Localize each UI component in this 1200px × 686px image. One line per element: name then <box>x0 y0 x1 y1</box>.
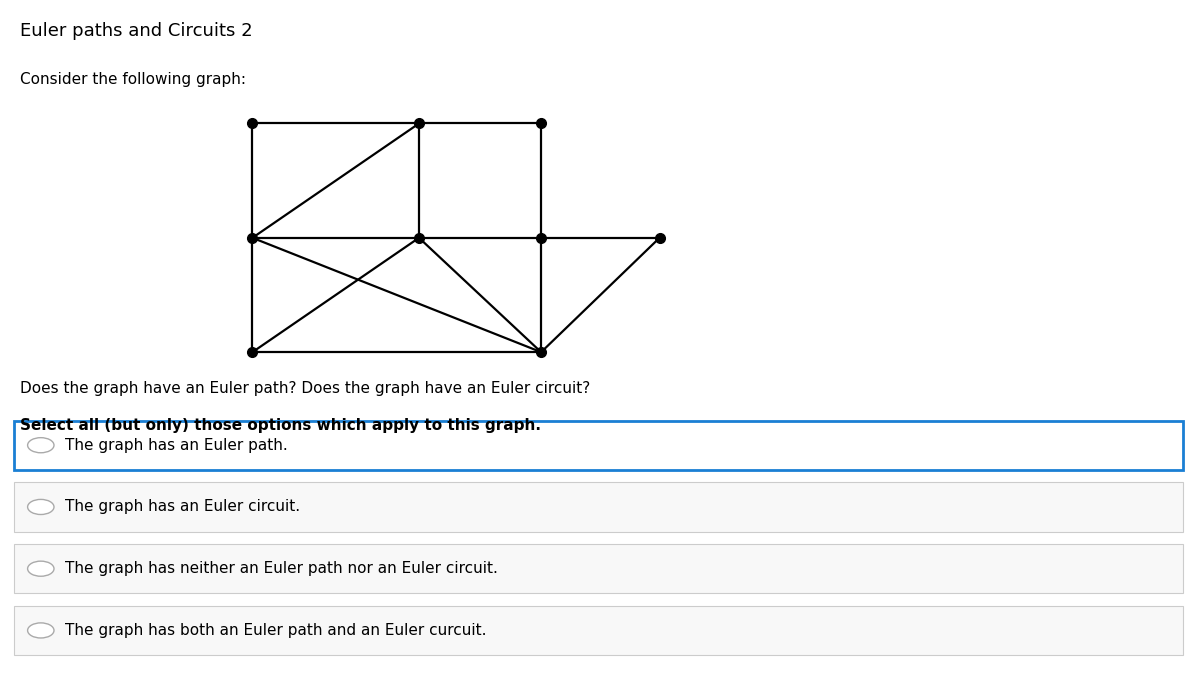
Text: Select all (but only) those options which apply to this graph.: Select all (but only) those options whic… <box>20 418 541 434</box>
Text: Consider the following graph:: Consider the following graph: <box>20 72 246 87</box>
Text: The graph has an Euler path.: The graph has an Euler path. <box>65 438 288 453</box>
Text: Euler paths and Circuits 2: Euler paths and Circuits 2 <box>20 22 253 40</box>
Text: Does the graph have an Euler path? Does the graph have an Euler circuit?: Does the graph have an Euler path? Does … <box>20 381 590 396</box>
Text: The graph has both an Euler path and an Euler curcuit.: The graph has both an Euler path and an … <box>65 623 486 638</box>
Text: The graph has neither an Euler path nor an Euler circuit.: The graph has neither an Euler path nor … <box>65 561 498 576</box>
Text: The graph has an Euler circuit.: The graph has an Euler circuit. <box>65 499 300 514</box>
